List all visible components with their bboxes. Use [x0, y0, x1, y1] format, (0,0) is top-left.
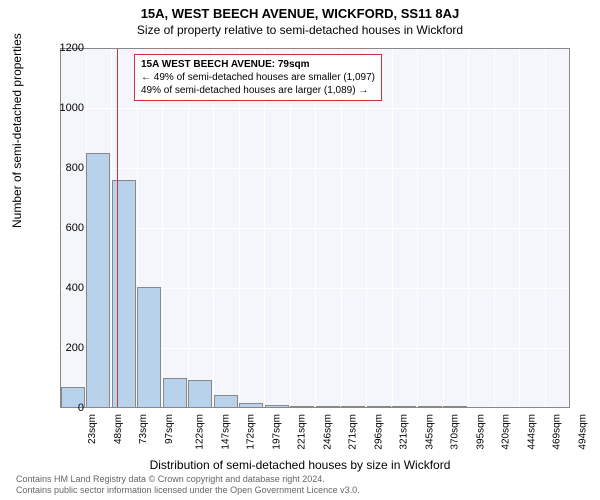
x-tick-label: 444sqm [526, 414, 537, 450]
y-tick-label: 1000 [60, 102, 84, 114]
histogram-bar [392, 406, 416, 408]
chart-subtitle: Size of property relative to semi-detach… [0, 21, 600, 41]
x-tick-label: 420sqm [501, 414, 512, 450]
x-tick-label: 73sqm [138, 414, 149, 444]
vgridline [290, 48, 291, 408]
y-tick-label: 200 [66, 342, 84, 354]
x-tick-label: 271sqm [348, 414, 359, 450]
vgridline [162, 48, 163, 408]
x-tick-label: 469sqm [552, 414, 563, 450]
y-axis-label: Number of semi-detached properties [10, 33, 24, 228]
x-axis-label: Distribution of semi-detached houses by … [0, 458, 600, 472]
annotation-line-1: 15A WEST BEECH AVENUE: 79sqm [141, 58, 375, 71]
x-tick-label: 147sqm [220, 414, 231, 450]
vgridline [213, 48, 214, 408]
gridline [60, 408, 570, 409]
plot-area: 15A WEST BEECH AVENUE: 79sqm ← 49% of se… [60, 48, 570, 408]
property-marker-line [117, 48, 118, 408]
y-tick-label: 1200 [60, 42, 84, 54]
vgridline [570, 48, 571, 408]
x-tick-label: 246sqm [322, 414, 333, 450]
histogram-bar [290, 406, 314, 408]
x-tick-label: 494sqm [577, 414, 588, 450]
footer: Contains HM Land Registry data © Crown c… [16, 474, 360, 496]
histogram-bar [418, 406, 442, 408]
vgridline [239, 48, 240, 408]
x-tick-label: 172sqm [246, 414, 257, 450]
chart-title: 15A, WEST BEECH AVENUE, WICKFORD, SS11 8… [0, 0, 600, 21]
x-tick-label: 296sqm [373, 414, 384, 450]
histogram-bar [137, 287, 161, 409]
vgridline [468, 48, 469, 408]
x-tick-label: 23sqm [87, 414, 98, 444]
x-tick-label: 48sqm [113, 414, 124, 444]
vgridline [188, 48, 189, 408]
histogram-bar [367, 406, 391, 408]
vgridline [315, 48, 316, 408]
x-tick-label: 321sqm [399, 414, 410, 450]
vgridline [443, 48, 444, 408]
x-tick-label: 395sqm [475, 414, 486, 450]
y-tick-label: 0 [78, 402, 84, 414]
chart-container: 15A, WEST BEECH AVENUE, WICKFORD, SS11 8… [0, 0, 600, 500]
y-tick-label: 400 [66, 282, 84, 294]
histogram-bar [163, 378, 187, 408]
histogram-bar [316, 406, 340, 408]
vgridline [417, 48, 418, 408]
annotation-box: 15A WEST BEECH AVENUE: 79sqm ← 49% of se… [134, 54, 382, 101]
x-tick-label: 345sqm [424, 414, 435, 450]
histogram-bar [265, 405, 289, 408]
x-tick-label: 221sqm [297, 414, 308, 450]
histogram-bar [112, 180, 136, 408]
annotation-line-2: ← 49% of semi-detached houses are smalle… [141, 71, 375, 84]
vgridline [366, 48, 367, 408]
vgridline [519, 48, 520, 408]
footer-line-1: Contains HM Land Registry data © Crown c… [16, 474, 360, 485]
histogram-bar [214, 395, 238, 408]
annotation-line-3: 49% of semi-detached houses are larger (… [141, 84, 375, 97]
vgridline [341, 48, 342, 408]
footer-line-2: Contains public sector information licen… [16, 485, 360, 496]
x-tick-label: 97sqm [164, 414, 175, 444]
y-tick-label: 600 [66, 222, 84, 234]
histogram-bar [239, 403, 263, 408]
histogram-bar [341, 406, 365, 408]
histogram-bar [188, 380, 212, 409]
x-tick-label: 370sqm [450, 414, 461, 450]
histogram-bar [443, 406, 467, 408]
vgridline [264, 48, 265, 408]
x-tick-label: 197sqm [271, 414, 282, 450]
y-tick-label: 800 [66, 162, 84, 174]
histogram-bar [86, 153, 110, 408]
vgridline [392, 48, 393, 408]
vgridline [545, 48, 546, 408]
vgridline [494, 48, 495, 408]
x-tick-label: 122sqm [195, 414, 206, 450]
